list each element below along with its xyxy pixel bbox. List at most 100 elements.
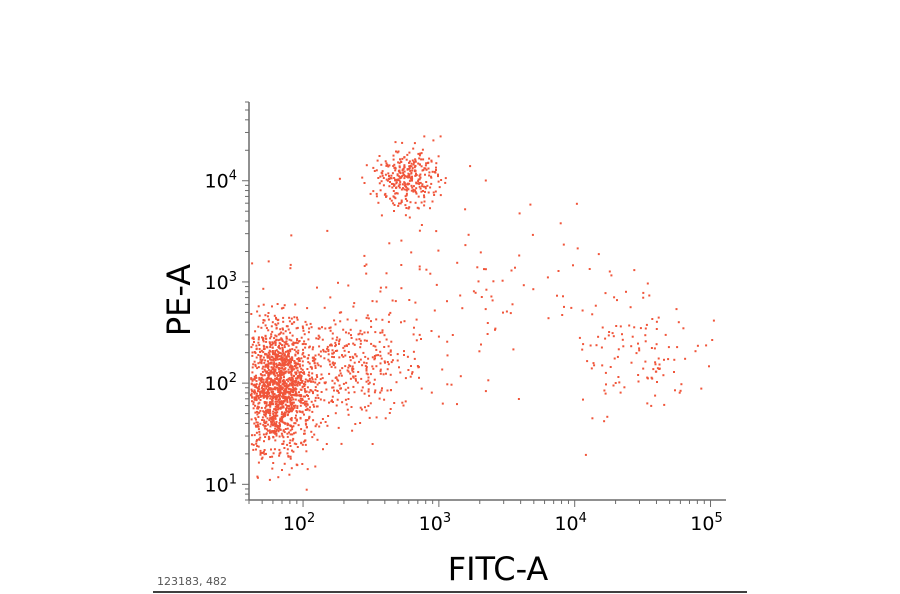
scatter-point: [383, 360, 386, 363]
scatter-point: [279, 347, 282, 350]
scatter-point: [432, 191, 435, 194]
scatter-point: [297, 357, 300, 360]
scatter-point: [279, 328, 282, 331]
scatter-point: [266, 346, 269, 349]
scatter-point: [257, 338, 260, 341]
scatter-point: [406, 153, 409, 156]
scatter-point: [295, 341, 297, 344]
scatter-point: [607, 334, 610, 337]
scatter-point: [425, 268, 428, 271]
scatter-point: [283, 380, 286, 383]
scatter-point: [375, 300, 378, 303]
scatter-point: [275, 316, 277, 319]
scatter-point: [309, 389, 312, 391]
scatter-point: [379, 391, 382, 394]
scatter-point: [277, 318, 280, 321]
scatter-point: [344, 398, 347, 401]
scatter-point: [253, 422, 256, 425]
scatter-point: [272, 382, 275, 385]
scatter-point: [331, 355, 334, 358]
scatter-point: [372, 166, 375, 169]
scatter-point: [294, 303, 297, 306]
scatter-point: [484, 179, 487, 182]
scatter-point: [300, 428, 303, 431]
scatter-point: [271, 388, 274, 391]
scatter-point: [663, 403, 666, 406]
scatter-point: [269, 372, 272, 375]
scatter-point: [403, 156, 406, 159]
scatter-point: [490, 295, 493, 298]
scatter-point: [300, 394, 303, 397]
scatter-point: [295, 418, 298, 421]
x-tick-exponent: 5: [714, 511, 722, 526]
scatter-point: [336, 398, 339, 401]
scatter-point: [340, 374, 343, 377]
scatter-point: [257, 390, 259, 393]
scatter-point: [253, 383, 256, 386]
scatter-point: [303, 432, 305, 435]
scatter-point: [653, 347, 656, 350]
scatter-point: [352, 342, 355, 345]
scatter-point: [363, 361, 366, 364]
scatter-point: [289, 263, 292, 266]
scatter-point: [289, 397, 292, 400]
scatter-point: [402, 187, 404, 190]
scatter-point: [262, 388, 265, 390]
scatter-point: [377, 354, 380, 357]
scatter-point: [307, 361, 310, 364]
scatter-point: [278, 344, 280, 347]
scatter-point: [420, 387, 423, 390]
scatter-point: [588, 268, 591, 270]
scatter-point: [316, 376, 319, 378]
scatter-point: [292, 368, 295, 371]
scatter-point: [464, 244, 467, 247]
scatter-point: [694, 350, 697, 353]
scatter-point: [287, 364, 290, 367]
scatter-point: [273, 368, 276, 371]
scatter-point: [364, 364, 367, 367]
scatter-point: [379, 286, 382, 289]
scatter-point: [306, 468, 309, 471]
scatter-point: [484, 390, 487, 393]
scatter-point: [403, 170, 406, 173]
scatter-point: [300, 336, 303, 339]
scatter-point: [331, 349, 334, 352]
scatter-point: [280, 413, 283, 416]
scatter-point: [390, 389, 392, 391]
x-tick-exponent: 2: [307, 511, 315, 526]
scatter-point: [271, 430, 274, 433]
scatter-point: [381, 170, 384, 173]
scatter-point: [257, 388, 260, 391]
scatter-point: [609, 366, 612, 368]
scatter-point: [347, 284, 350, 287]
scatter-point: [616, 299, 618, 302]
scatter-point: [393, 210, 395, 212]
scatter-point: [371, 356, 374, 359]
scatter-point: [390, 174, 393, 177]
scatter-point: [265, 402, 268, 405]
scatter-point: [344, 365, 347, 368]
scatter-point: [578, 336, 581, 339]
scatter-point: [425, 181, 428, 183]
scatter-point: [301, 385, 304, 388]
scatter-point: [313, 433, 316, 436]
scatter-point: [293, 432, 295, 435]
scatter-point: [297, 424, 300, 427]
scatter-point: [275, 409, 278, 412]
scatter-point: [417, 152, 420, 155]
scatter-point: [289, 348, 292, 351]
scatter-point: [287, 385, 290, 388]
scatter-point: [399, 176, 402, 179]
scatter-point: [338, 356, 341, 359]
scatter-point: [408, 151, 411, 154]
scatter-point: [270, 369, 273, 372]
scatter-point: [379, 362, 382, 365]
x-tick-label: 102: [283, 511, 315, 535]
scatter-point: [633, 326, 636, 329]
scatter-point: [271, 423, 274, 426]
scatter-point: [304, 391, 307, 394]
scatter-point: [395, 182, 398, 185]
scatter-point: [258, 376, 261, 379]
scatter-point: [403, 350, 405, 353]
scatter-point: [404, 214, 407, 217]
